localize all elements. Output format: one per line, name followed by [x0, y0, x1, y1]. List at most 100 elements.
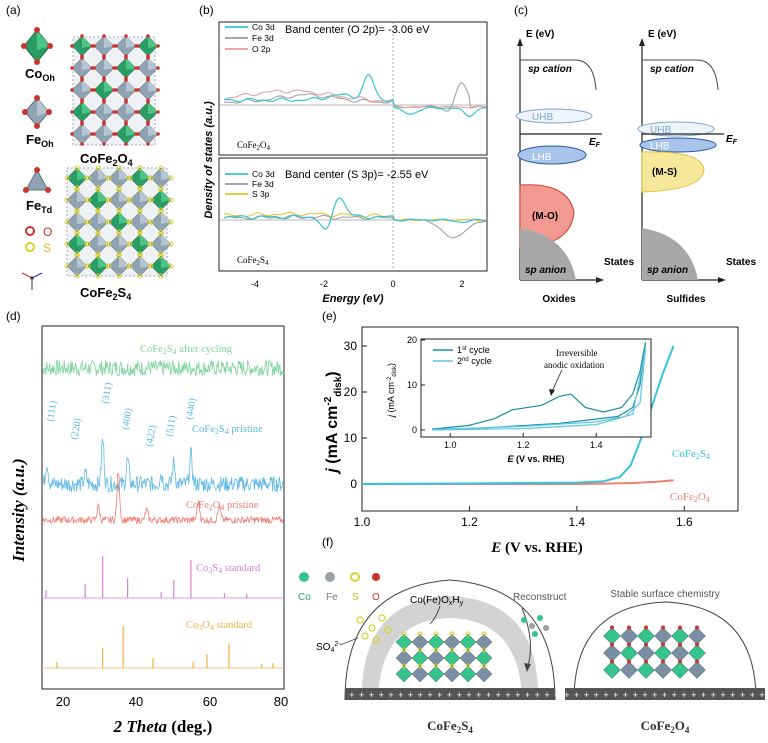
lsv-label-cofe2o4: CoFe2O4 [670, 491, 710, 504]
sulfides-sp-anion: sp anion [647, 265, 688, 276]
lsv-xtick-label: 1.0 [354, 515, 371, 529]
scheme-right-compound: CoFe2O4 [641, 718, 690, 735]
xrd-xlabel: 2 Theta (deg.) [113, 717, 213, 736]
panel-f-legend: Co Fe S O [298, 572, 380, 603]
inset-1st-cycle-curve [431, 342, 647, 431]
oxygen-label: O [43, 225, 52, 239]
co-oh-polyhedron-icon [21, 27, 53, 65]
sulfides-axis-label: E (eV) [648, 29, 676, 40]
lsv-ytick-label: 0 [350, 477, 357, 491]
peak-422: (422) [144, 424, 159, 447]
sulfate-ion-icon [378, 614, 386, 622]
dos-xtick-3: 0 [390, 279, 395, 289]
coooh-arrow [429, 605, 441, 625]
sulfides-ms: (M-S) [652, 167, 677, 178]
inset-annotation-arrowhead [549, 389, 555, 396]
co-oh-label: CoOh [25, 66, 55, 83]
reconstruct-arrow [521, 607, 531, 667]
scheme-left-compound: CoFe2S4 [427, 718, 473, 735]
xrd-ylabel: Intensity (a.u.) [9, 458, 28, 562]
sulfides-sp-cation: sp cation [650, 64, 694, 75]
svg-text:+ + + + + + + + + + + + + + +: + + + + + + + + + + + + + + + + + + + + … [555, 690, 768, 700]
dos-top-legend-o: O 2p [252, 44, 271, 54]
cofe2s4-structure-label: CoFe2S4 [80, 285, 131, 302]
fe-oh-label: FeOh [26, 132, 54, 149]
xrd-co3o4-standard-sticks [42, 626, 284, 669]
inset-2nd-cycle-curve [431, 348, 647, 431]
xrd-co3s4-standard-sticks [42, 556, 284, 599]
lsv-inset-ticks: 1.0 1.2 1.4 0 10 20 [407, 335, 603, 450]
sulfides-states: States [726, 257, 756, 268]
leached-ion-icon [529, 623, 535, 629]
sulfate-ion-icon [372, 636, 380, 644]
dos-top-fe-curve [223, 82, 487, 112]
lsv-xlabel: E (V vs. RHE) [490, 540, 582, 556]
dos-xticks: -4 -2 0 2 [251, 279, 465, 289]
dos-top-frame [218, 21, 488, 156]
so4-label: SO42- [316, 641, 341, 654]
xrd-xtick-60: 60 [203, 694, 217, 709]
coooh-label: Co(Fe)OxHy [410, 595, 464, 607]
sulfides-ef: EF [726, 134, 738, 146]
xrd-peak-labels: (111) (220) (311) (400) (422) (511) (440… [45, 382, 199, 448]
legend-o-label: O [372, 592, 380, 603]
xrd-frame [41, 325, 285, 690]
inset-ytick-label: 20 [407, 335, 417, 345]
panel-label-b: (b) [199, 3, 214, 17]
peak-511: (511) [164, 415, 179, 438]
dos-bottom-compound: CoFe2S4 [237, 255, 269, 267]
inset-xtick-label: 1.0 [444, 440, 457, 450]
legend-s-atom-icon [350, 572, 360, 582]
inset-xtick-label: 1.4 [590, 440, 603, 450]
lsv-label-cofe2s4: CoFe2S4 [672, 448, 710, 461]
dos-xtick-4: 2 [459, 279, 464, 289]
inset-legend-1st: 1st cycle [457, 345, 490, 355]
peak-400: (400) [120, 407, 135, 430]
oxides-band-diagram [515, 38, 604, 283]
inset-ytick-label: 10 [407, 380, 417, 390]
sulfate-ion-icon [368, 624, 376, 632]
dos-top-band-center: Band center (O 2p)= -3.06 eV [285, 24, 430, 36]
cofe2o4-crystal-structure [70, 34, 160, 146]
dos-bottom-fe-curve [223, 214, 487, 239]
peak-440: (440) [184, 397, 199, 420]
xrd-after-cycling-trace [41, 358, 285, 377]
lsv-xtick-label: 1.6 [676, 515, 693, 529]
xrd-cofe2s4-pristine-trace [41, 438, 285, 493]
dos-xtick-2: -2 [320, 279, 328, 289]
panel-label-d: (d) [6, 309, 21, 323]
lsv-xtick-label: 1.2 [461, 515, 478, 529]
reconstruct-label: Reconstruct [513, 592, 567, 603]
lsv-xtick-label: 1.4 [569, 515, 586, 529]
inset-xtick-label: 1.2 [517, 440, 530, 450]
axes-triad-icon [21, 272, 43, 290]
dos-xlabel: Energy (eV) [322, 293, 383, 305]
peak-220: (220) [69, 417, 84, 440]
so4-arrow [339, 637, 359, 646]
dos-bottom-co-curve [223, 197, 487, 230]
cofe2o4-structure-label: CoFe2O4 [80, 151, 133, 168]
xrd-xtick-40: 40 [129, 694, 143, 709]
dos-ylabel: Density of states (a.u.) [203, 101, 215, 219]
leached-ion-icon [521, 617, 527, 623]
xrd-label-o-pristine: CoFe2O4 pristine [186, 500, 259, 512]
xrd-label-co3o4: Co3O4 standard [186, 620, 253, 632]
dissolved-ions [356, 614, 549, 644]
dos-top-compound: CoFe2O4 [237, 140, 271, 152]
sulfur-atom-icon [25, 242, 35, 252]
xrd-label-s-pristine: CoFe2S4 pristine [192, 424, 263, 436]
oxygen-atom-icon [25, 226, 35, 236]
fe-td-label: FeTd [26, 198, 52, 215]
lsv-ytick-label: 10 [344, 431, 358, 445]
sulfides-title: Sulfides [667, 294, 706, 305]
dos-bottom-legend-s: S 3p [252, 189, 270, 199]
lsv-ylabel: j (mA cm-2disk) [323, 371, 344, 474]
sulfides-lhb: LHB [650, 141, 670, 152]
panel-label-a: (a) [6, 3, 21, 17]
xrd-xtick-80: 80 [274, 694, 288, 709]
leached-ion-icon [543, 625, 549, 631]
dos-top-legend: Co 3d Fe 3d O 2p [225, 22, 275, 54]
inset-ytick-label: 0 [412, 425, 417, 435]
legend-co-label: Co [298, 592, 311, 603]
legend-fe-atom-icon [325, 572, 335, 582]
